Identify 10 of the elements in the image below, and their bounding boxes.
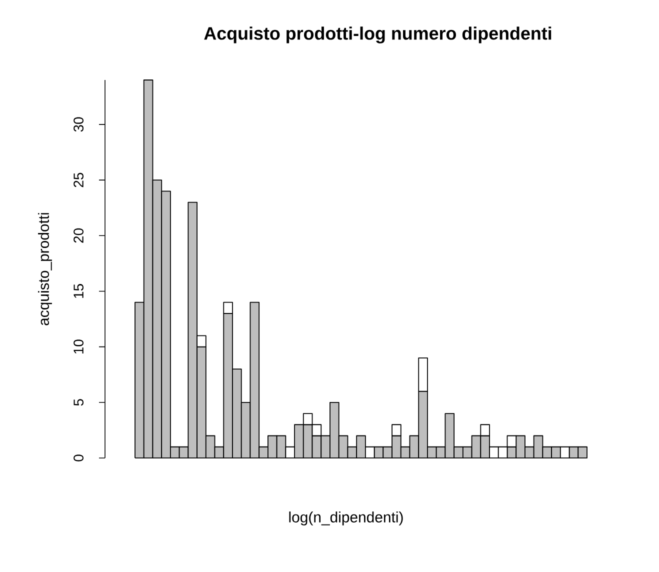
- y-tick-label: 15: [74, 284, 84, 298]
- y-tick-label: 5: [74, 399, 84, 406]
- y-tick-label: 30: [74, 117, 84, 132]
- y-tick-label: 20: [74, 228, 84, 243]
- y-axis-title: acquisto_prodotti: [38, 213, 52, 326]
- chart-title: Acquisto prodotti-log numero dipendenti: [204, 26, 552, 44]
- y-tick-label: 25: [74, 172, 84, 188]
- y-tick-label: 10: [74, 340, 84, 354]
- y-tick-label: 0: [74, 454, 84, 462]
- x-axis-title: log(n_dipendenti): [289, 512, 403, 526]
